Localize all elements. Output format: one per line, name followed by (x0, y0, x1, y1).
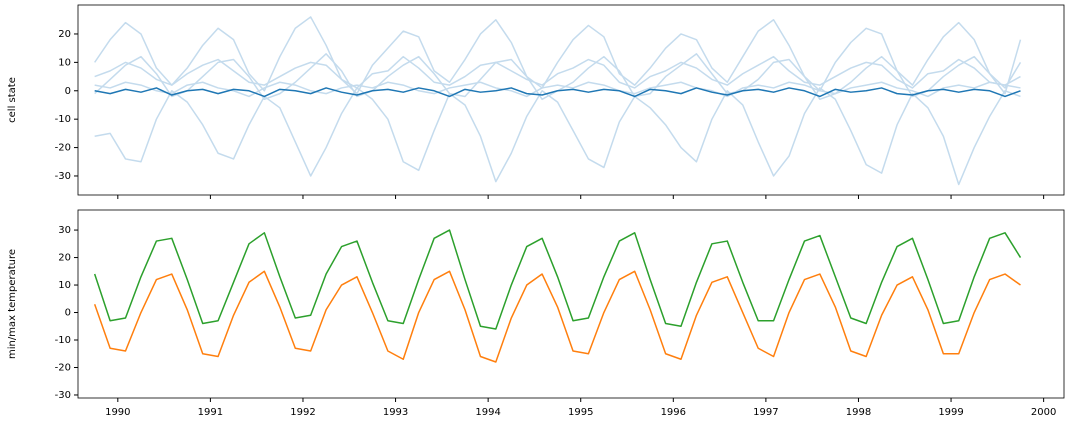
series-line (94, 87, 1021, 98)
x-tick-label: 1991 (198, 407, 223, 418)
x-tick-label: 1994 (475, 407, 500, 418)
x-tick-label: 1999 (938, 407, 963, 418)
y-tick-label: -20 (55, 362, 71, 373)
y-tick-label: -10 (55, 335, 71, 346)
y-tick-label: -20 (55, 143, 71, 154)
series-line (94, 16, 1022, 95)
y-tick-label: -30 (55, 171, 71, 182)
plot-area (77, 209, 1065, 399)
x-tick-label: 1990 (105, 407, 130, 418)
y-tick-label: 0 (65, 86, 71, 97)
x-tick-label: 2000 (1031, 407, 1056, 418)
x-tick-label: 1998 (846, 407, 871, 418)
series-line (93, 270, 1021, 363)
y-tick-label: -30 (55, 390, 71, 401)
y-tick-label: 20 (58, 253, 71, 264)
y-tick-label: 10 (58, 280, 71, 291)
y-tick-label: 20 (58, 29, 71, 40)
x-tick-label: 1997 (753, 407, 778, 418)
x-tick-label: 1992 (290, 407, 315, 418)
series-line (93, 229, 1022, 330)
x-tick-label: 1995 (568, 407, 593, 418)
series-line (94, 55, 1021, 89)
y-tick-label: 0 (65, 308, 71, 319)
plot-area (77, 4, 1065, 196)
y-tick-label: 10 (58, 57, 71, 68)
x-tick-label: 1993 (383, 407, 408, 418)
y-tick-label: -10 (55, 114, 71, 125)
x-tick-label: 1996 (661, 407, 686, 418)
y-axis-label: cell state (7, 77, 18, 123)
series-line (94, 81, 1021, 98)
y-axis-label: min/max temperature (7, 249, 18, 359)
series-line (94, 87, 1021, 186)
y-tick-label: 30 (58, 225, 71, 236)
